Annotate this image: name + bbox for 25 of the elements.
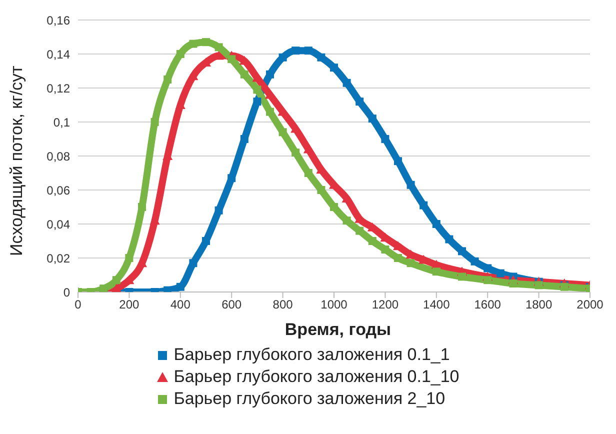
x-tick-label: 2000 [576,298,604,312]
y-tick-label: 0,06 [46,183,70,198]
legend-label: Барьер глубокого заложения 0.1_10 [174,366,460,388]
x-tick-label: 1000 [320,298,348,312]
x-tick-label: 0 [74,298,82,312]
x-tick-label: 1600 [474,298,502,312]
y-tick-label: 0,16 [46,13,70,28]
x-tick-label: 1800 [525,298,552,312]
x-tick-label: 200 [119,298,140,312]
x-tick-label: 1400 [423,298,450,312]
x-axis-title: Время, годы [284,320,392,340]
y-tick-label: 0 [63,285,70,300]
y-tick-label: 0,04 [46,217,70,232]
legend-label: Барьер глубокого заложения 2_10 [174,388,446,410]
x-tick-label: 800 [272,298,294,312]
y-tick-label: 0,14 [46,47,70,62]
y-axis-title: Исходящий поток, кг/сут [7,65,26,256]
y-tick-label: 0,08 [46,149,70,164]
y-tick-label: 0,1 [53,115,70,130]
y-tick-label: 0,02 [46,251,70,266]
x-tick-label: 400 [170,298,191,312]
y-tick-label: 0,12 [46,81,70,96]
legend-label: Барьер глубокого заложения 0.1_1 [174,344,450,366]
x-tick-label: 600 [222,298,242,312]
x-tick-label: 1200 [372,298,399,312]
